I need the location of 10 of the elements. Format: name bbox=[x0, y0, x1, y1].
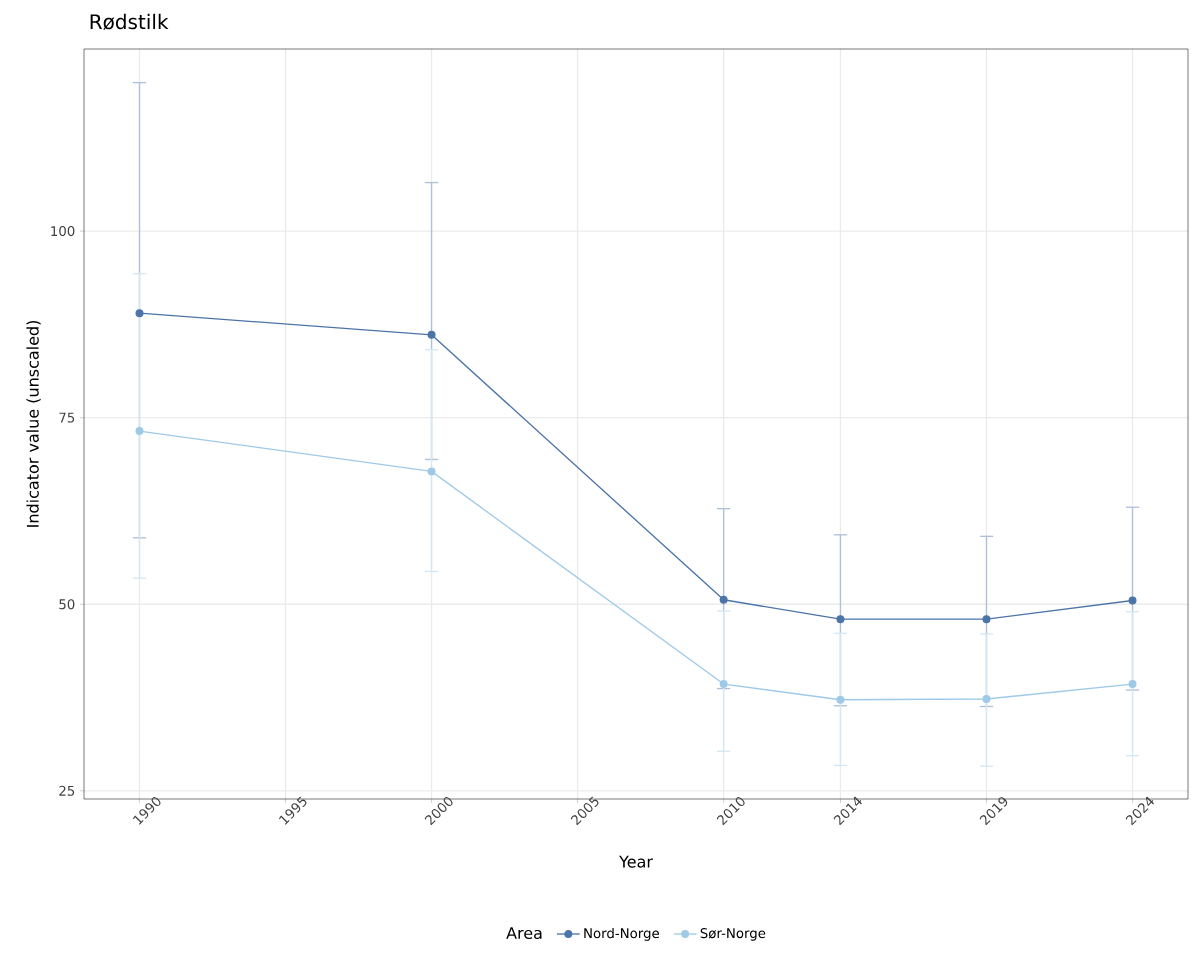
y-axis-title: Indicator value (unscaled) bbox=[26, 320, 41, 527]
y-tick-label: 75 bbox=[59, 412, 75, 423]
legend-label: Sør-Norge bbox=[700, 928, 766, 941]
legend-label: Nord-Norge bbox=[584, 927, 660, 941]
legend-title: Area bbox=[506, 927, 542, 940]
y-tick-label: 100 bbox=[51, 226, 75, 237]
y-tick-label: 50 bbox=[59, 599, 75, 610]
y-tick-label: 25 bbox=[59, 785, 75, 796]
x-axis-title: Year bbox=[619, 855, 653, 868]
chart-title: Rødstilk bbox=[90, 13, 169, 30]
